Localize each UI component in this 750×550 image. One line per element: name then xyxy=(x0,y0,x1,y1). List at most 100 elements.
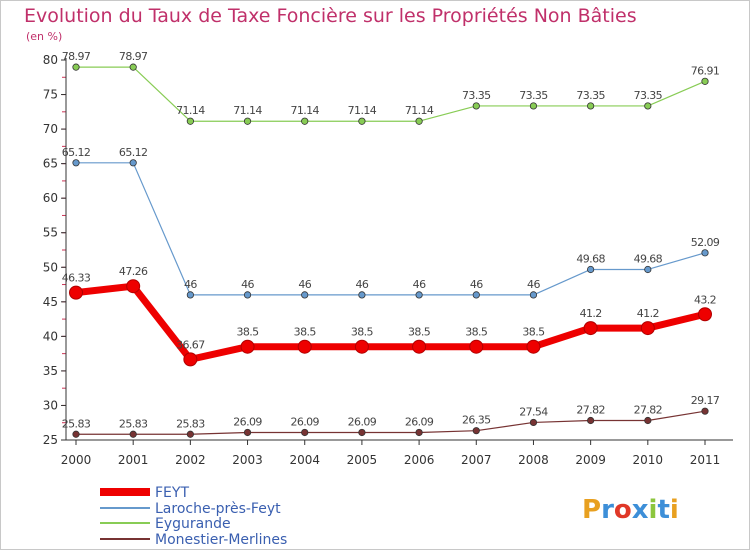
legend-label: Monestier-Merlines xyxy=(155,532,287,548)
data-label: 76.91 xyxy=(691,64,720,77)
y-axis-unit: (en %) xyxy=(26,30,62,43)
data-point xyxy=(701,249,709,257)
data-point xyxy=(701,77,709,85)
data-point xyxy=(412,339,427,354)
y-tick-label: 40 xyxy=(43,329,58,343)
logo-letter: x xyxy=(632,495,649,525)
data-point xyxy=(644,265,652,274)
data-label: 65.12 xyxy=(119,146,148,159)
data-point xyxy=(129,63,137,71)
data-label: 26.09 xyxy=(233,415,262,428)
data-label: 25.83 xyxy=(119,417,148,430)
data-point xyxy=(72,430,80,438)
data-point xyxy=(587,416,595,425)
data-label: 38.5 xyxy=(294,326,317,339)
data-label: 46.33 xyxy=(62,272,91,285)
data-label: 65.12 xyxy=(62,146,91,159)
data-label: 46 xyxy=(413,278,426,291)
data-label: 27.82 xyxy=(634,404,663,417)
data-label: 71.14 xyxy=(405,104,434,117)
data-point xyxy=(529,291,538,299)
series-layer: 25.83 25.83 25.83 26.09 26.09 26.09 26.09 26.35… xyxy=(62,50,720,438)
data-label: 43.2 xyxy=(694,293,716,306)
legend-label: Eygurande xyxy=(155,516,231,532)
data-point xyxy=(526,339,541,354)
data-point xyxy=(358,428,366,437)
data-point xyxy=(243,291,252,299)
data-point xyxy=(529,102,538,110)
data-label: 46 xyxy=(470,278,483,291)
y-tick-label: 65 xyxy=(43,157,58,171)
data-label: 71.14 xyxy=(176,104,205,117)
legend-item: Eygurande xyxy=(100,516,231,532)
data-label: 49.68 xyxy=(576,252,605,265)
series-monestier-merlines: 25.83 25.83 25.83 26.09 26.09 26.09 26.09 26.35… xyxy=(62,394,720,438)
y-tick-label: 45 xyxy=(43,295,58,309)
data-point xyxy=(301,428,309,437)
y-tick-label: 60 xyxy=(43,191,58,205)
data-label: 71.14 xyxy=(348,104,377,117)
data-point xyxy=(358,291,366,299)
data-label: 46 xyxy=(184,278,197,291)
data-label: 29.17 xyxy=(691,394,720,407)
y-tick-label: 25 xyxy=(43,433,58,447)
data-point xyxy=(129,159,137,167)
data-label: 27.82 xyxy=(576,404,605,417)
series-line xyxy=(76,410,706,435)
x-tick-label: 2002 xyxy=(175,453,206,467)
data-label: 38.5 xyxy=(236,326,259,339)
chart-title: Evolution du Taux de Taxe Foncière sur l… xyxy=(24,5,637,27)
data-point xyxy=(240,339,255,354)
logo-letter: i xyxy=(670,495,679,525)
x-tick-label: 2000 xyxy=(61,453,92,467)
data-label: 71.14 xyxy=(233,104,262,117)
data-point xyxy=(69,285,83,300)
series-eygurande: 78.97 78.97 71.14 71.14 71.14 71.14 71.14 73.35… xyxy=(62,50,720,125)
y-tick-label: 75 xyxy=(43,88,58,102)
y-tick-label: 80 xyxy=(43,53,58,67)
data-point xyxy=(354,339,369,354)
logo-letter: P xyxy=(582,495,601,525)
data-label: 47.26 xyxy=(119,265,148,278)
series-feyt: 46.33 47.26 36.67 38.5 38.5 38.5 38.5 38.5 38.5 4… xyxy=(62,265,717,367)
data-label: 38.5 xyxy=(351,326,374,339)
x-tick-label: 2004 xyxy=(289,453,320,467)
data-point xyxy=(701,407,709,415)
data-point xyxy=(301,117,309,125)
data-label: 38.5 xyxy=(522,326,545,339)
x-tick-label: 2005 xyxy=(347,453,378,467)
logo-letter: o xyxy=(614,495,632,525)
proxiti-logo: Proxiti xyxy=(582,495,679,525)
data-label: 27.54 xyxy=(519,405,548,418)
legend-item: FEYT xyxy=(100,485,189,501)
data-point xyxy=(472,102,480,110)
data-point xyxy=(301,291,309,299)
data-point xyxy=(183,352,198,367)
data-point xyxy=(469,339,484,354)
y-tick-label: 35 xyxy=(43,364,58,378)
data-label: 78.97 xyxy=(62,50,91,63)
data-point xyxy=(583,321,598,336)
data-label: 25.83 xyxy=(62,417,91,430)
data-label: 26.09 xyxy=(348,415,377,428)
series-laroche-pr-s-feyt: 65.12 65.12 46 46 46 46 46 46 46 49.68 49.68 52.09 xyxy=(62,146,720,299)
y-tick-label: 55 xyxy=(43,226,58,240)
data-point xyxy=(415,291,423,299)
legend: FEYTLaroche-près-FeytEygurandeMonestier-… xyxy=(100,485,287,548)
data-label: 26.09 xyxy=(290,415,319,428)
data-label: 26.35 xyxy=(462,414,491,427)
data-label: 25.83 xyxy=(176,417,205,430)
x-tick-label: 2003 xyxy=(232,453,263,467)
logo-letter: i xyxy=(649,495,658,525)
series-line xyxy=(76,66,706,122)
data-label: 46 xyxy=(527,278,540,291)
y-tick-label: 30 xyxy=(43,398,58,412)
data-label: 46 xyxy=(298,278,311,291)
data-point xyxy=(72,63,80,71)
data-label: 46 xyxy=(356,278,369,291)
legend-item: Monestier-Merlines xyxy=(100,532,287,548)
data-point xyxy=(415,117,423,125)
data-point xyxy=(72,159,80,167)
